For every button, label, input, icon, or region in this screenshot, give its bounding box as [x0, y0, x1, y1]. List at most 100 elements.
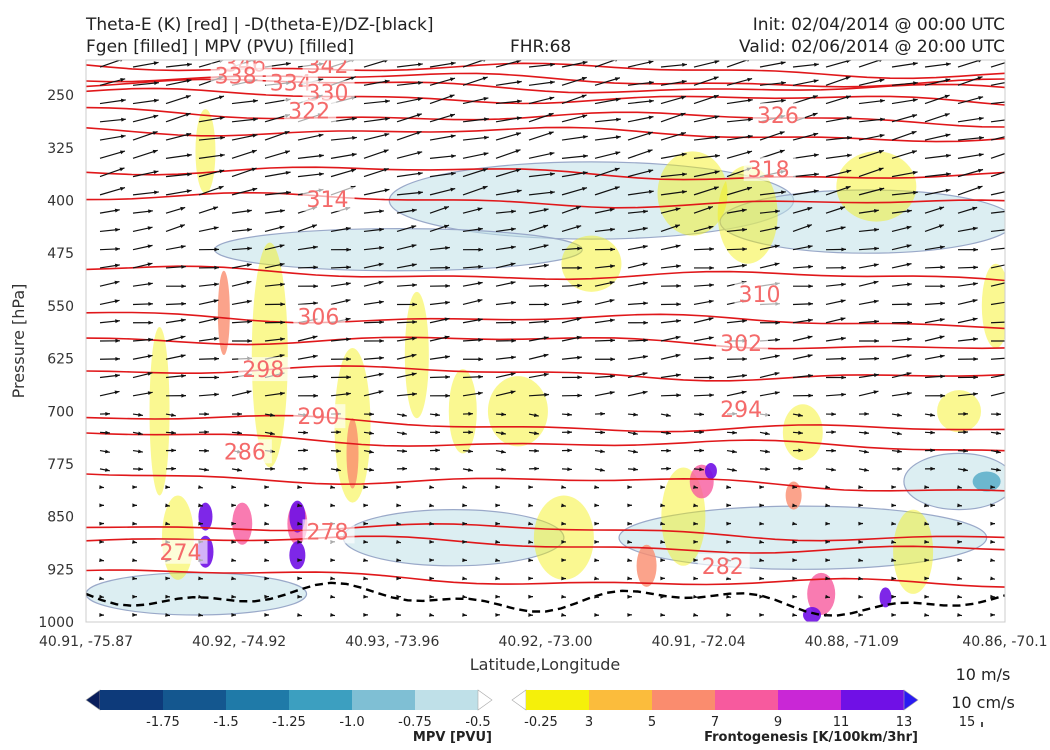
- wind-arrowhead: [379, 339, 384, 343]
- wind-arrowhead: [171, 430, 176, 435]
- wind-arrow: [990, 119, 1005, 123]
- wind-arrow: [990, 62, 1005, 68]
- wind-arrowhead: [121, 117, 126, 122]
- wind-arrowhead: [179, 224, 185, 229]
- wind-arrowhead: [660, 576, 665, 581]
- wind-arrowhead: [972, 299, 978, 303]
- wind-arrowhead: [759, 576, 764, 581]
- wind-arrowhead: [346, 265, 351, 270]
- wind-arrowhead: [418, 190, 423, 195]
- wind-arrow: [990, 374, 1005, 379]
- wind-arrowhead: [576, 300, 582, 305]
- wind-arrowhead: [1011, 168, 1016, 172]
- wind-arrowhead: [891, 521, 896, 526]
- wind-arrowhead: [930, 448, 935, 453]
- wind-arrowhead: [165, 594, 170, 599]
- wind-arrowhead: [411, 372, 417, 377]
- fgen-colorbar-tick: 9: [774, 715, 782, 730]
- wind-arrowhead: [231, 503, 236, 508]
- wind-arrowhead: [699, 467, 704, 472]
- wind-arrowhead: [363, 503, 368, 508]
- wind-arrowhead: [280, 282, 285, 287]
- wind-arrowhead: [1006, 228, 1011, 232]
- wind-arrowhead: [270, 466, 275, 471]
- wind-arrowhead: [957, 503, 962, 508]
- wind-arrowhead: [577, 355, 582, 360]
- wind-arrowhead: [516, 60, 522, 64]
- fgen-colorbar-tick: 11: [833, 715, 850, 730]
- wind-arrowhead: [648, 115, 654, 120]
- wind-arrowhead: [792, 594, 797, 599]
- wind-arrowhead: [204, 430, 209, 435]
- wind-arrowhead: [214, 375, 219, 380]
- wind-arrowhead: [462, 558, 467, 563]
- wind-arrowhead: [940, 393, 945, 398]
- wind-arrowhead: [99, 558, 104, 562]
- wind-arrowhead: [747, 98, 753, 103]
- wind-arrowhead: [444, 335, 450, 340]
- contour-label-bg: [155, 539, 208, 564]
- wind-arrowhead: [675, 353, 681, 358]
- wind-arrowhead: [759, 521, 764, 526]
- wind-arrowhead: [264, 576, 269, 581]
- mpv-colorbar-swatch: [289, 690, 352, 710]
- wind-arrowhead: [627, 613, 632, 617]
- wind-arrowhead: [978, 96, 984, 100]
- wind-arrowhead: [115, 338, 120, 343]
- wind-arrowhead: [350, 76, 356, 81]
- wind-arrowhead: [279, 244, 285, 248]
- wind-arrowhead: [906, 244, 912, 248]
- wind-arrowhead: [924, 539, 929, 544]
- wind-arrowhead: [642, 226, 648, 231]
- fgen-maximum: [879, 587, 892, 608]
- wind-arrowhead: [279, 262, 285, 267]
- wind-arrowhead: [731, 468, 737, 472]
- wind-arrowhead: [346, 357, 351, 361]
- wind-arrowhead: [813, 132, 819, 137]
- wind-arrowhead: [582, 187, 587, 191]
- wind-arrowhead: [906, 225, 912, 230]
- wind-arrowhead: [495, 576, 500, 581]
- wind-arrowhead: [478, 264, 483, 269]
- wind-arrowhead: [858, 594, 863, 599]
- wind-arrowhead: [147, 391, 153, 395]
- wind-arrowhead: [924, 613, 929, 617]
- wind-arrowhead: [798, 430, 803, 435]
- fgen-region: [149, 326, 170, 496]
- wind-arrowhead: [946, 153, 951, 158]
- wind-arrowhead: [742, 319, 747, 323]
- wind-arrowhead: [891, 594, 896, 599]
- wind-arrowhead: [231, 594, 236, 599]
- wind-arrowhead: [483, 152, 489, 156]
- wind-arrowhead: [313, 301, 318, 306]
- wind-arrowhead: [450, 77, 455, 82]
- wind-arrowhead: [336, 449, 341, 453]
- wind-arrowhead: [429, 594, 434, 599]
- wind-arrowhead: [477, 298, 483, 303]
- wind-arrowhead: [412, 392, 417, 397]
- wind-arrowhead: [402, 466, 407, 471]
- wind-arrowhead: [445, 300, 450, 305]
- wind-arrowhead: [1006, 209, 1011, 213]
- wind-arrowhead: [940, 284, 945, 289]
- wind-arrowhead: [510, 372, 516, 377]
- wind-arrowhead: [285, 62, 291, 66]
- wind-arrowhead: [582, 60, 588, 65]
- wind-arrowhead: [675, 335, 681, 340]
- wind-arrowhead: [874, 339, 879, 343]
- wind-arrowhead: [478, 374, 483, 379]
- wind-arrowhead: [369, 431, 374, 435]
- wind-arrowhead: [774, 226, 780, 231]
- wind-arrowhead: [510, 245, 516, 250]
- contour-label-bg: [302, 187, 355, 212]
- contour-label-bg: [284, 98, 337, 123]
- wind-arrowhead: [873, 263, 879, 268]
- wind-arrowhead: [765, 449, 770, 454]
- mpv-colorbar-swatch: [226, 690, 289, 710]
- wind-arrowhead: [171, 466, 176, 471]
- wind-arrowhead: [649, 99, 654, 104]
- wind-arrowhead: [363, 521, 368, 526]
- wind-arrowhead: [198, 485, 203, 489]
- wind-arrowhead: [561, 576, 566, 581]
- wind-arrowhead: [714, 60, 720, 64]
